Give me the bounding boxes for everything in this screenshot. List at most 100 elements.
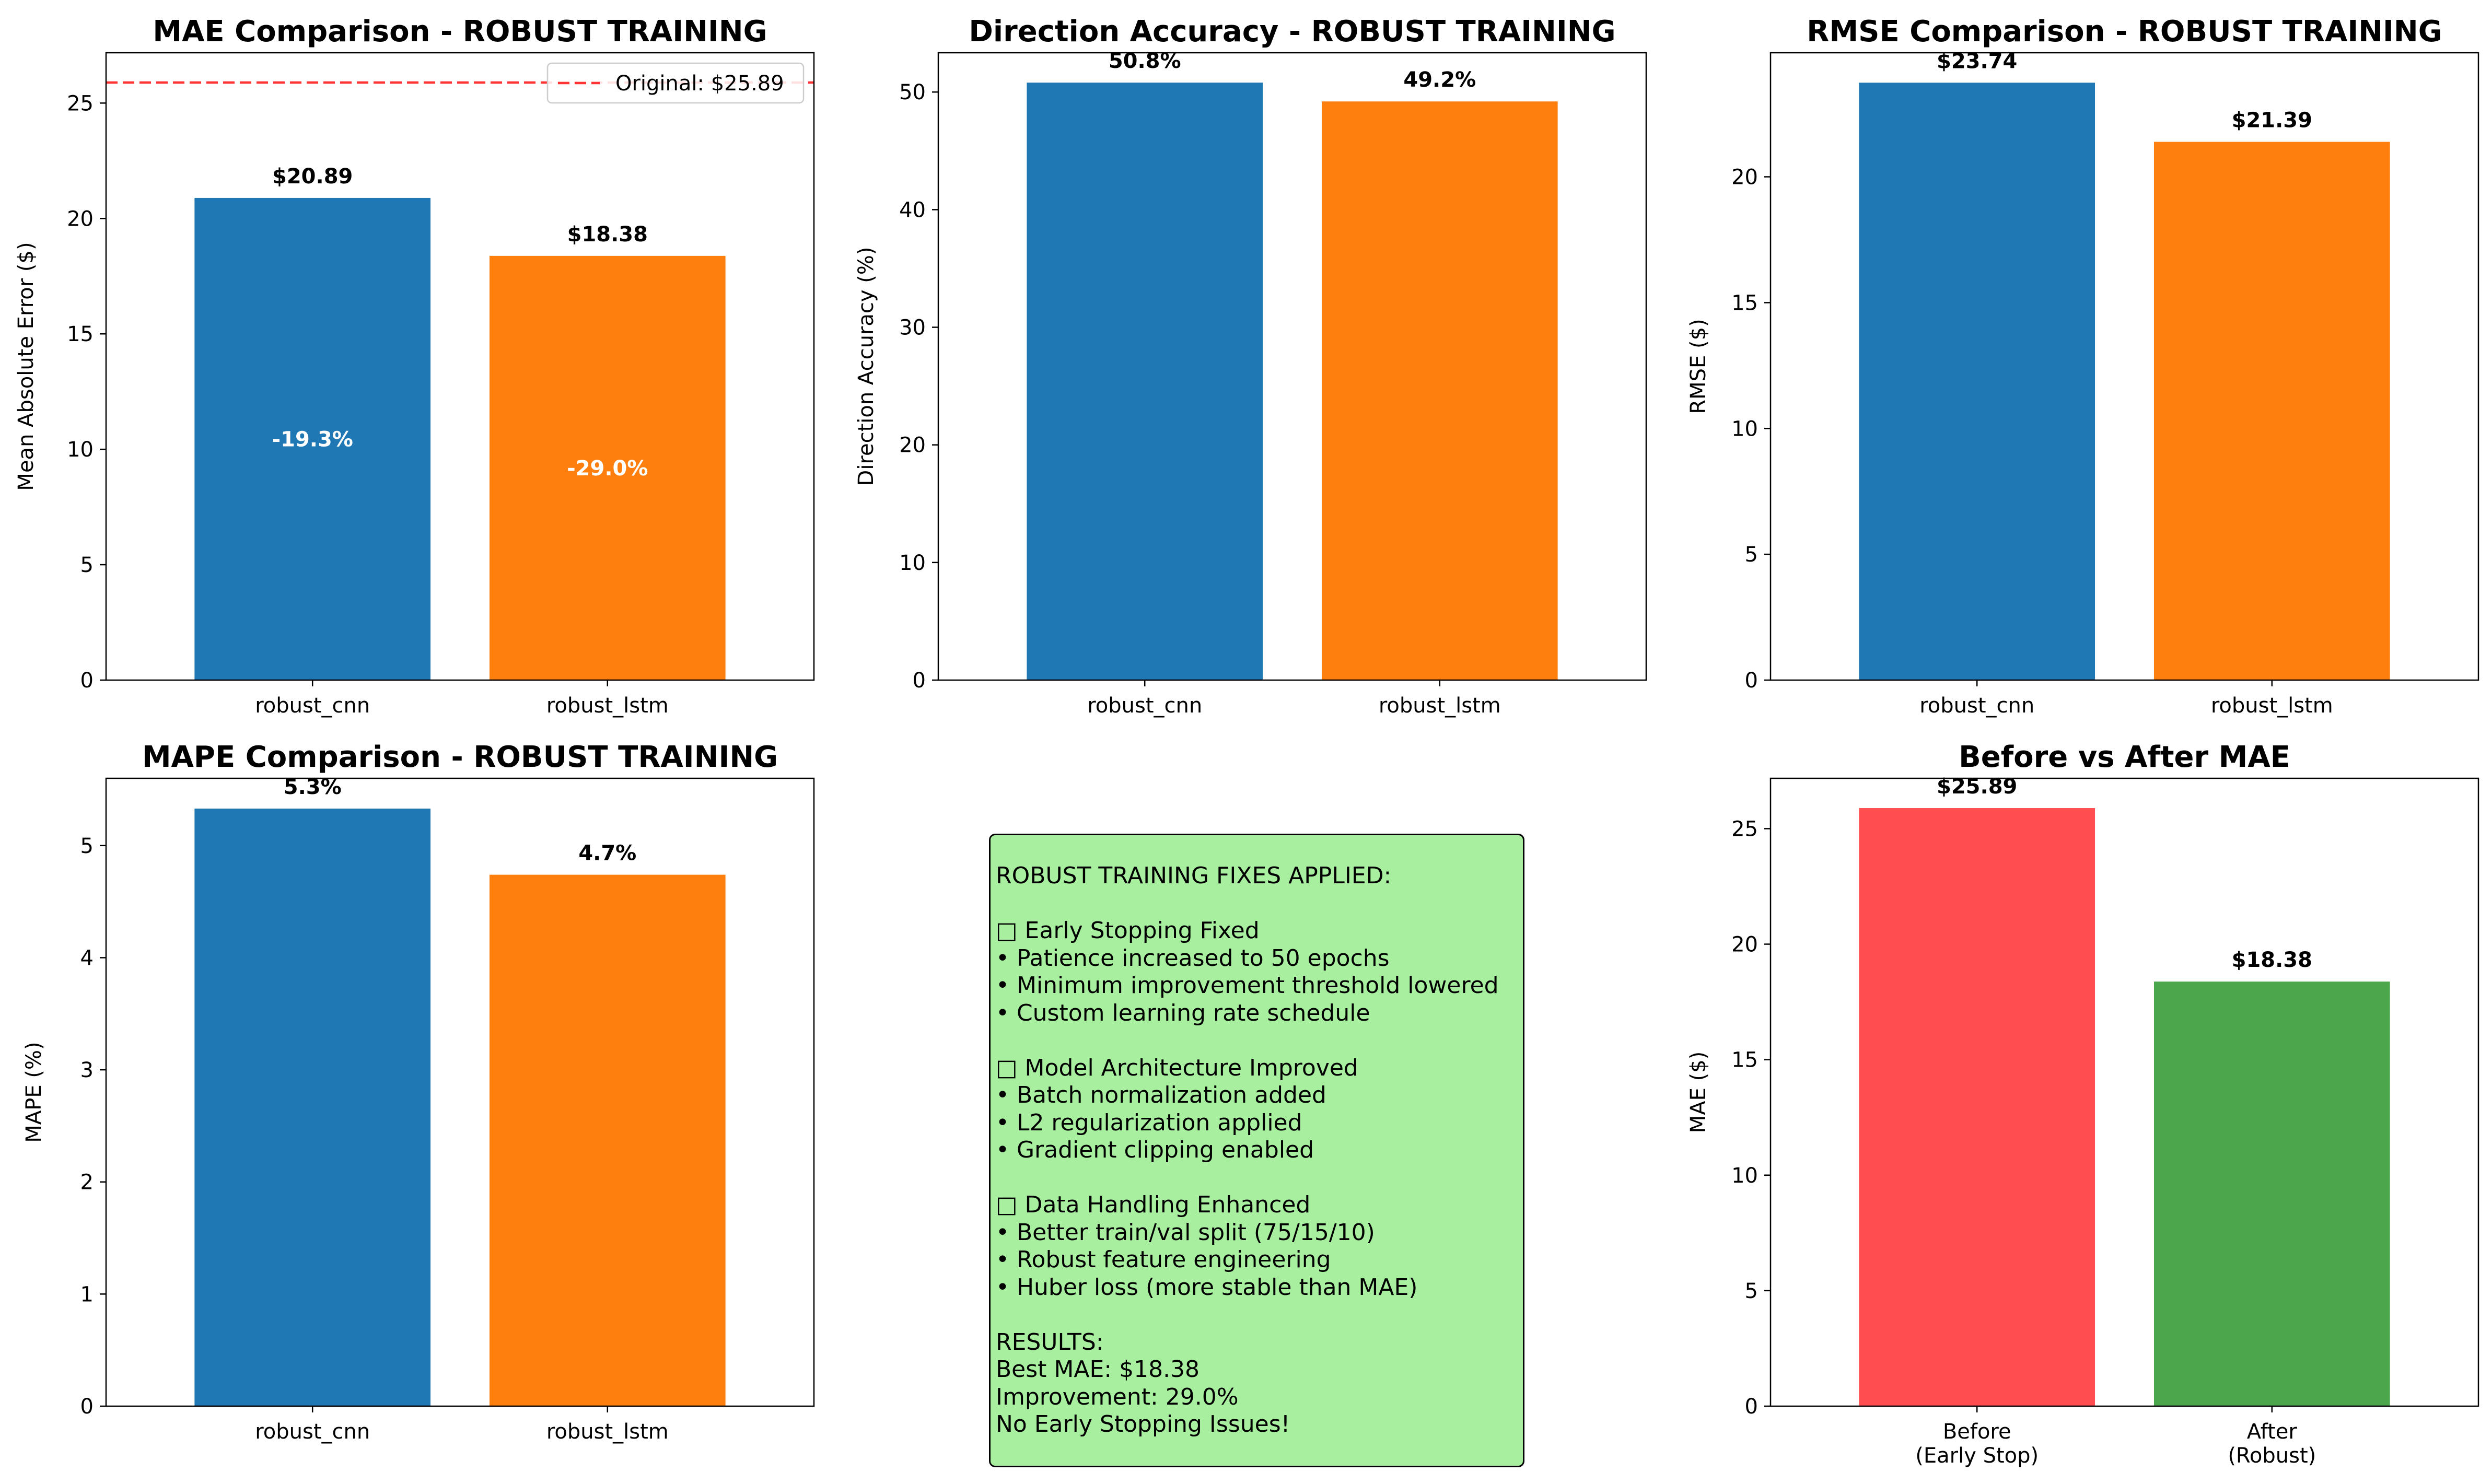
y-tick-label: 15 xyxy=(1731,291,1758,315)
chart-title: MAE Comparison - ROBUST TRAINING xyxy=(153,15,767,49)
x-tick-label: robust_cnn xyxy=(255,1420,370,1444)
info-line: • Better train/val split (75/15/10) xyxy=(996,1219,1375,1246)
y-tick-label: 3 xyxy=(80,1058,94,1082)
bar-robust-lstm xyxy=(1321,101,1558,681)
info-line: • Gradient clipping enabled xyxy=(996,1137,1314,1163)
info-line: □ Early Stopping Fixed xyxy=(996,917,1260,944)
chart-panel-4: 5.3% robust_cnn 4.7% robust_lstm 0 1 2 3 4 5 MAPE … xyxy=(22,740,815,1444)
chart-panel-3: $23.74robust_cnn$21.39robust_lstm0510152… xyxy=(1686,15,2479,718)
bar-robust-cnn xyxy=(1859,83,2095,680)
info-spacer xyxy=(996,890,1523,918)
value-label: 4.7% xyxy=(578,842,636,866)
bar-percent-change-label: -19.3% xyxy=(272,427,353,451)
info-line: No Early Stopping Issues! xyxy=(996,1411,1290,1438)
y-tick-label: 20 xyxy=(67,207,94,231)
y-tick-label: 15 xyxy=(67,322,94,346)
chart-panel-1: $20.89 -19.3% robust_cnn $18.38 -29.0% robust… xyxy=(14,15,815,718)
x-tick-label: robust_lstm xyxy=(546,694,669,718)
x-tick-label: (Robust) xyxy=(2228,1444,2316,1468)
chart-title: RMSE Comparison - ROBUST TRAINING xyxy=(1807,15,2442,49)
y-tick-label: 10 xyxy=(1731,417,1758,441)
x-tick-label: robust_lstm xyxy=(546,1420,669,1444)
legend-box xyxy=(546,62,805,104)
bar-robust-cnn xyxy=(194,808,431,1406)
y-tick-label: 20 xyxy=(899,434,926,458)
y-tick-label: 5 xyxy=(80,834,94,858)
y-tick-label: 10 xyxy=(899,551,926,575)
chart-panel-2: 50.8%robust_cnn49.2%robust_lstm010203040… xyxy=(854,15,1647,718)
y-axis-label: MAE ($) xyxy=(1686,1051,1710,1134)
bar-robust-lstm xyxy=(489,255,726,680)
info-line: Best MAE: $18.38 xyxy=(996,1356,1200,1383)
y-axis-label: RMSE ($) xyxy=(1686,319,1710,414)
info-line: □ Model Architecture Improved xyxy=(996,1054,1358,1081)
info-line: • Patience increased to 50 epochs xyxy=(996,944,1390,972)
info-line: Improvement: 29.0% xyxy=(996,1383,1239,1410)
x-tick-label: robust_lstm xyxy=(2211,694,2333,718)
bar-robust-lstm xyxy=(2153,142,2390,681)
info-line: • Custom learning rate schedule xyxy=(996,999,1370,1026)
y-tick-label: 0 xyxy=(1745,669,1758,693)
y-tick-label: 25 xyxy=(67,91,94,115)
y-tick-label: 20 xyxy=(1731,933,1758,957)
x-tick-label: robust_cnn xyxy=(255,694,370,718)
y-axis-label: MAPE (%) xyxy=(22,1042,46,1142)
y-tick-label: 10 xyxy=(67,438,94,462)
y-axis-label: Mean Absolute Error ($) xyxy=(14,242,38,490)
bar-robust-cnn xyxy=(194,197,431,680)
axes-frame xyxy=(937,52,1647,681)
bar-robust-lstm xyxy=(489,874,726,1406)
fixes-info-box: ROBUST TRAINING FIXES APPLIED: □ Early St… xyxy=(989,834,1524,1467)
axes-frame xyxy=(105,777,815,1407)
info-line: • Robust feature engineering xyxy=(996,1246,1331,1273)
info-spacer xyxy=(996,1027,1523,1055)
info-spacer xyxy=(996,1164,1523,1192)
x-tick-label: Before xyxy=(1943,1420,2011,1444)
chart-title: Direction Accuracy - ROBUST TRAINING xyxy=(969,15,1615,49)
x-tick-label: After xyxy=(2247,1420,2298,1444)
x-tick-label: robust_lstm xyxy=(1379,694,1501,718)
y-tick-label: 15 xyxy=(1731,1048,1758,1072)
value-label: $21.39 xyxy=(2232,109,2312,133)
y-tick-label: 2 xyxy=(80,1171,94,1195)
x-tick-label: robust_cnn xyxy=(1087,694,1202,718)
info-spacer xyxy=(996,1301,1523,1329)
y-tick-label: 0 xyxy=(80,1395,94,1419)
value-label: 5.3% xyxy=(284,775,342,799)
info-line: • L2 regularization applied xyxy=(996,1109,1302,1136)
bar-after xyxy=(2153,981,2390,1406)
y-tick-label: 10 xyxy=(1731,1164,1758,1188)
y-tick-label: 5 xyxy=(1745,1279,1758,1303)
axes-frame xyxy=(105,52,815,681)
x-tick-label: robust_cnn xyxy=(1919,694,2034,718)
info-line: • Huber loss (more stable than MAE) xyxy=(996,1273,1418,1301)
chart-title: MAPE Comparison - ROBUST TRAINING xyxy=(142,740,778,774)
info-line: RESULTS: xyxy=(996,1328,1104,1356)
y-tick-label: 5 xyxy=(80,553,94,577)
x-tick-label: (Early Stop) xyxy=(1915,1444,2039,1468)
bar-robust-cnn xyxy=(1027,83,1263,681)
legend-label: Original: $25.89 xyxy=(615,72,784,96)
y-tick-label: 30 xyxy=(899,316,926,340)
axes-frame xyxy=(1769,52,2479,681)
bar-percent-change-label: -29.0% xyxy=(567,457,648,481)
y-axis-label: Direction Accuracy (%) xyxy=(854,247,878,486)
y-tick-label: 0 xyxy=(80,669,94,693)
y-tick-label: 40 xyxy=(899,198,926,222)
value-label: $20.89 xyxy=(272,165,353,189)
y-tick-label: 20 xyxy=(1731,166,1758,190)
y-tick-label: 0 xyxy=(1745,1395,1758,1419)
y-tick-label: 25 xyxy=(1731,817,1758,841)
value-label: $18.38 xyxy=(567,223,648,247)
info-line: □ Data Handling Enhanced xyxy=(996,1191,1311,1218)
value-label: 49.2% xyxy=(1403,68,1476,92)
info-line: • Batch normalization added xyxy=(996,1082,1326,1108)
y-tick-label: 1 xyxy=(80,1282,94,1306)
info-line: • Minimum improvement threshold lowered xyxy=(996,972,1499,999)
bar-before xyxy=(1859,808,2095,1406)
axes-frame xyxy=(1769,777,2479,1407)
chart-title: Before vs After MAE xyxy=(1959,740,2290,774)
info-line: ROBUST TRAINING FIXES APPLIED: xyxy=(996,862,1392,889)
